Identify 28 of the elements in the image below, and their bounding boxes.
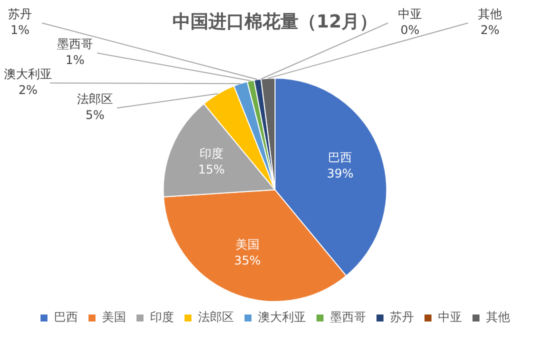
data-label: 2%: [18, 83, 38, 98]
legend-label: 美国: [102, 310, 126, 324]
data-label: 35%: [234, 253, 261, 268]
legend-label: 印度: [150, 310, 174, 324]
legend-label: 法郎区: [198, 310, 234, 324]
slice-label: 巴西: [328, 150, 352, 164]
data-label: 39%: [326, 166, 354, 180]
legend-label: 苏丹: [390, 310, 414, 324]
legend-label: 澳大利亚: [258, 310, 306, 324]
data-label: 2%: [480, 23, 500, 38]
legend-label: 中亚: [438, 310, 462, 324]
data-label: 1%: [10, 23, 30, 38]
legend-label: 其他: [486, 310, 510, 324]
data-label: 5%: [85, 108, 105, 122]
data-label: 15%: [198, 162, 225, 176]
slice-label: 澳大利亚: [4, 67, 52, 82]
slice-label: 法郎区: [77, 92, 113, 106]
legend-label: 巴西: [54, 310, 78, 324]
legend-label: 墨西哥: [330, 310, 366, 324]
slice-label: 美国: [235, 237, 260, 252]
slice-label: 墨西哥: [57, 37, 93, 52]
chart-title: 中国进口棉花量（12月）: [172, 11, 378, 32]
category-label: 中亚: [398, 7, 422, 22]
slice-label: 其他: [478, 7, 502, 22]
text: 0%: [400, 23, 420, 38]
slice-label: 苏丹: [8, 7, 32, 22]
slice-label: 印度: [199, 146, 224, 160]
data-label: 1%: [65, 53, 85, 68]
